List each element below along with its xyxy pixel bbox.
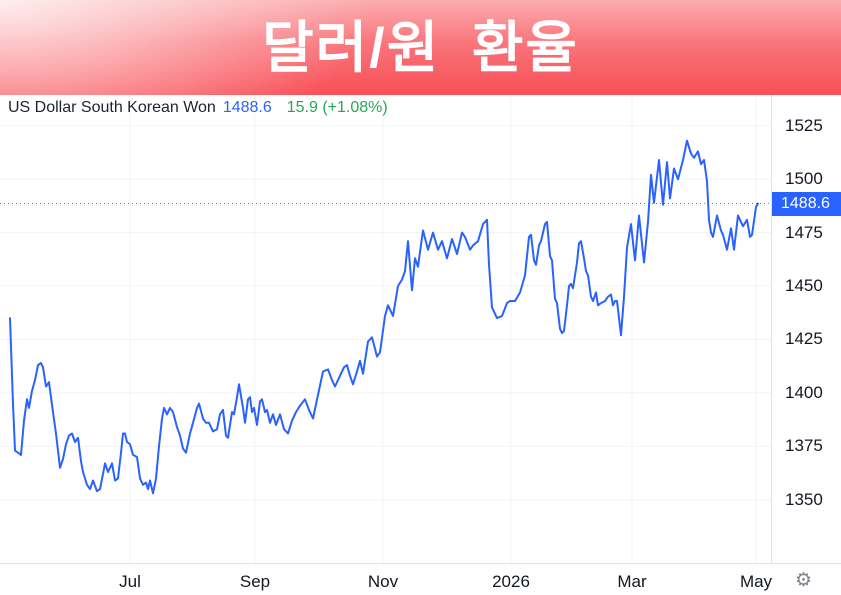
- y-axis-label: 1350: [785, 489, 823, 509]
- legend: US Dollar South Korean Won 1488.6 15.9 (…: [8, 97, 388, 119]
- legend-change: 15.9 (+1.08%): [286, 99, 388, 116]
- x-axis-label: Mar: [617, 572, 647, 591]
- banner: 달러/원 환율: [0, 0, 841, 95]
- settings-gear-icon[interactable]: ⚙: [795, 569, 813, 591]
- y-axis-label: 1500: [785, 169, 823, 189]
- plot-area[interactable]: [0, 95, 771, 563]
- time-axis[interactable]: ⚙ Jul Sep Nov 2026 Mar May: [0, 563, 841, 595]
- price-line-chart[interactable]: [0, 95, 771, 563]
- y-axis-label: 1525: [785, 115, 823, 135]
- legend-symbol: US Dollar South Korean Won: [8, 99, 216, 116]
- y-axis-label: 1425: [785, 329, 823, 349]
- y-axis-label: 1375: [785, 436, 823, 456]
- x-axis-label: Jul: [119, 572, 141, 591]
- x-axis-label: Sep: [239, 572, 271, 591]
- x-axis-label: 2026: [492, 572, 530, 591]
- legend-price: 1488.6: [222, 99, 272, 116]
- y-axis-label: 1450: [785, 276, 823, 296]
- y-axis-label: 1400: [785, 382, 823, 402]
- x-axis-label: May: [739, 572, 773, 591]
- price-line: [9, 139, 759, 495]
- page-title: 달러/원 환율: [262, 16, 579, 79]
- x-axis-label: Nov: [367, 572, 399, 591]
- y-axis-label: 1475: [785, 222, 823, 242]
- price-axis[interactable]: 1488.6 1525 1500 1475 1450 1425 1400 1375 1350: [771, 95, 841, 563]
- last-price-label: 1488.6: [772, 191, 841, 216]
